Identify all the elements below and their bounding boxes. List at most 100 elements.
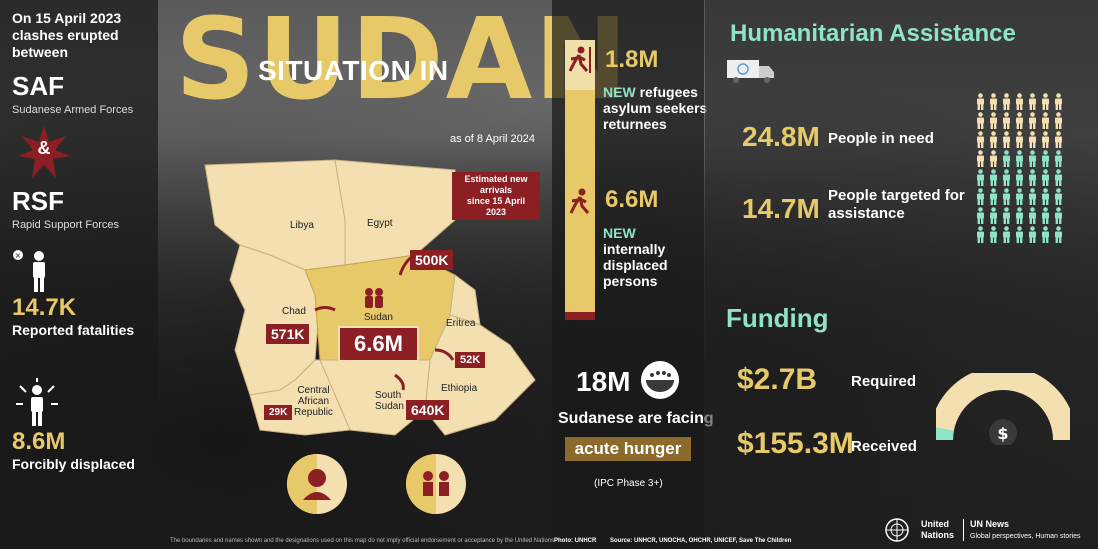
- person-pictogram: [977, 188, 984, 205]
- person-pictogram: [1003, 112, 1010, 129]
- person-pictogram: [1003, 188, 1010, 205]
- person-pictogram: [977, 226, 984, 243]
- received-label: Received: [851, 438, 917, 455]
- arrivals-south-sudan: 640K: [406, 400, 450, 420]
- gauge-funded-arc: [936, 427, 954, 441]
- libya-shape: [204, 159, 346, 271]
- person-pictogram: [977, 131, 984, 148]
- person-pictogram: [1055, 226, 1062, 243]
- refugees-label: NEW refugees asylum seekers returnees: [603, 84, 707, 132]
- person-pictogram: [990, 169, 997, 186]
- person-pictogram: [1003, 131, 1010, 148]
- person-pictogram: [1042, 112, 1049, 129]
- funding-gauge: $: [936, 373, 1070, 445]
- person-pictogram: [1016, 169, 1023, 186]
- person-pictogram: [977, 169, 984, 186]
- refugees-label-3: returnees: [603, 116, 667, 132]
- fleeing-person-icon: [568, 46, 591, 73]
- person-pictogram: [1042, 93, 1049, 110]
- person-pictogram: [977, 93, 984, 110]
- targeted-value: 14.7M: [742, 193, 820, 224]
- label-south-sudan: South Sudan: [375, 390, 404, 412]
- label-ss-1: South: [375, 390, 402, 401]
- displaced-person-icon: [12, 378, 146, 428]
- targeted-label-2: assistance: [828, 205, 905, 222]
- refugees-label-2: asylum seekers: [603, 100, 708, 116]
- person-pictogram: [1003, 169, 1010, 186]
- sources: Source: UNHCR, UNOCHA, OHCHR, UNICEF, Sa…: [610, 538, 792, 544]
- person-pictogram: [1003, 207, 1010, 224]
- person-pictogram: [1016, 226, 1023, 243]
- ampersand: &: [37, 138, 51, 158]
- person-pictogram: [1029, 150, 1036, 167]
- idp-label: NEW internally displaced persons: [603, 225, 668, 289]
- label-car: Central African Republic: [294, 385, 333, 418]
- right-panel: [705, 0, 1098, 549]
- fatalities-label: Reported fatalities: [12, 322, 135, 338]
- saf-full-name: Sudanese Armed Forces: [12, 104, 134, 116]
- displaced-value: 8.6M: [12, 428, 66, 455]
- legend-line-1: Estimated new arrivals: [464, 174, 528, 195]
- person-pictogram: [1003, 93, 1010, 110]
- targeted-label-1: People targeted for: [828, 187, 965, 204]
- un-wordmark-1: United: [921, 519, 949, 529]
- label-car-3: Republic: [294, 407, 333, 418]
- assistance-title: Humanitarian Assistance: [730, 20, 1016, 47]
- person-pictogram: [1003, 150, 1010, 167]
- in-need-value: 24.8M: [742, 121, 820, 152]
- left-panel: On 15 April 2023 clashes erupted between…: [0, 0, 158, 549]
- label-ethiopia: Ethiopia: [441, 383, 478, 394]
- legend-line-2: since 15 April 2023: [466, 196, 526, 217]
- idp-label-2: displaced: [603, 257, 668, 273]
- person-pictogram: [990, 188, 997, 205]
- targeted-label: People targeted for assistance: [828, 187, 965, 223]
- hunger-value: 18M: [576, 366, 631, 397]
- person-pictogram: [1029, 207, 1036, 224]
- hunger-label: Sudanese are facing: [558, 410, 714, 427]
- person-pictogram: [1055, 112, 1062, 129]
- clash-star-icon: &: [18, 126, 70, 178]
- idp-value: 6.6M: [605, 186, 659, 213]
- person-pictogram: [990, 150, 997, 167]
- children-icon: [406, 454, 466, 514]
- food-bowl-icon: [641, 361, 679, 399]
- disclaimer: The boundaries and names shown and the d…: [170, 538, 555, 544]
- people-pictogram-grid: [975, 93, 1070, 245]
- arrivals-chad: 571K: [266, 324, 310, 344]
- woman-icon: [287, 454, 347, 514]
- person-pictogram: [1003, 226, 1010, 243]
- person-pictogram: [1042, 131, 1049, 148]
- intro-line-2: clashes erupted between: [12, 27, 119, 60]
- label-car-2: African: [297, 396, 330, 407]
- person-pictogram: [977, 112, 984, 129]
- person-pictogram: [1016, 188, 1023, 205]
- money-bag-icon: $: [997, 424, 1008, 443]
- un-truck-icon: [727, 60, 774, 83]
- person-pictogram: [990, 226, 997, 243]
- person-pictogram: [990, 112, 997, 129]
- person-pictogram: [1016, 112, 1023, 129]
- person-pictogram: [1055, 150, 1062, 167]
- person-pictogram: [1029, 112, 1036, 129]
- required-label: Required: [851, 373, 917, 390]
- svg-text:×: ×: [15, 251, 22, 260]
- un-logo-icon: [885, 518, 909, 542]
- idp-label-3: persons: [603, 273, 658, 289]
- arrivals-egypt: 500K: [410, 250, 454, 270]
- person-pictogram: [1016, 93, 1023, 110]
- un-news: UN News: [970, 519, 1010, 529]
- hunger-badge: acute hunger: [565, 437, 691, 461]
- person-pictogram: [1055, 188, 1062, 205]
- person-pictogram: [1016, 131, 1023, 148]
- idp-new-tag: NEW: [603, 225, 636, 241]
- label-car-1: Central: [297, 385, 330, 396]
- person-pictogram: [1029, 226, 1036, 243]
- person-pictogram: [990, 207, 997, 224]
- map-legend: Estimated new arrivals since 15 April 20…: [452, 172, 540, 220]
- person-pictogram: [1042, 150, 1049, 167]
- idp-person-icon: [569, 188, 590, 214]
- person-pictogram: [1042, 188, 1049, 205]
- person-pictogram: [1029, 93, 1036, 110]
- person-pictogram: [1055, 169, 1062, 186]
- refugees-value: 1.8M: [605, 46, 659, 73]
